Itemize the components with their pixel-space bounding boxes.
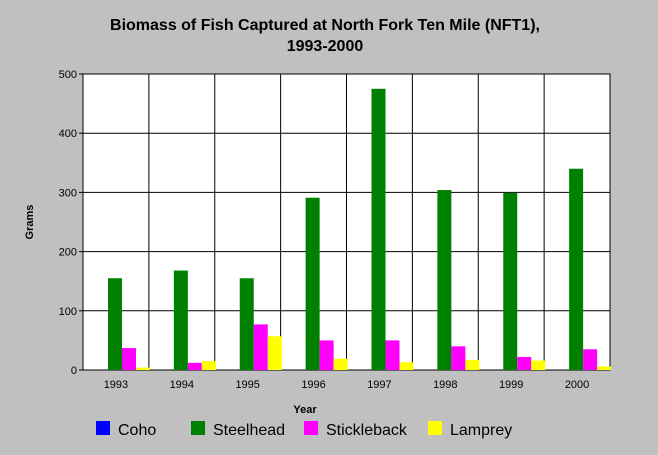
bar-stickleback-1993 xyxy=(122,348,136,370)
y-tick-label: 200 xyxy=(59,247,77,259)
legend: Coho Steelhead Stickleback Lamprey xyxy=(96,421,512,439)
bar-steelhead-1999 xyxy=(503,192,518,370)
bar-stickleback-1997 xyxy=(385,340,400,370)
y-tick-label: 0 xyxy=(71,365,77,377)
bar-lamprey-1994 xyxy=(201,361,216,370)
bar-lamprey-1993 xyxy=(136,367,150,370)
legend-label-lamprey: Lamprey xyxy=(450,422,512,439)
y-axis-label: Grams xyxy=(24,205,36,240)
chart-title: Biomass of Fish Captured at North Fork T… xyxy=(110,17,540,34)
x-tick-label: 1998 xyxy=(433,379,457,391)
x-tick-labels: 1993 1994 1995 1996 1997 1998 1999 2000 xyxy=(104,379,590,391)
bar-steelhead-1993 xyxy=(108,278,122,370)
x-tick-label: 1994 xyxy=(170,379,194,391)
bar-lamprey-1999 xyxy=(531,360,546,370)
y-tick-labels: 0 100 200 300 400 500 xyxy=(59,69,83,377)
bar-lamprey-1996 xyxy=(333,358,348,370)
y-tick-label: 300 xyxy=(59,187,77,199)
bar-stickleback-1995 xyxy=(253,324,268,370)
x-axis-label: Year xyxy=(293,404,317,416)
x-tick-label: 2000 xyxy=(565,379,589,391)
legend-swatch-coho xyxy=(96,421,110,435)
legend-label-coho: Coho xyxy=(118,422,156,439)
x-tick-label: 1999 xyxy=(499,379,523,391)
bar-lamprey-2000 xyxy=(597,366,612,370)
legend-swatch-lamprey xyxy=(428,421,442,435)
bar-steelhead-2000 xyxy=(569,168,584,370)
bar-steelhead-1998 xyxy=(437,190,452,370)
bar-steelhead-1995 xyxy=(239,278,254,370)
legend-swatch-steelhead xyxy=(191,421,205,435)
bar-steelhead-1996 xyxy=(305,197,320,370)
bar-steelhead-1994 xyxy=(173,270,188,370)
bars xyxy=(108,88,612,371)
bar-stickleback-1998 xyxy=(451,346,466,370)
x-tick-label: 1996 xyxy=(301,379,325,391)
bar-lamprey-1997 xyxy=(399,362,414,370)
legend-swatch-stickleback xyxy=(304,421,318,435)
bar-stickleback-1999 xyxy=(517,356,532,370)
legend-label-steelhead: Steelhead xyxy=(213,422,285,439)
y-tick-label: 100 xyxy=(59,306,77,318)
x-tick-label: 1993 xyxy=(104,379,128,391)
x-tick-label: 1995 xyxy=(235,379,259,391)
bar-steelhead-1997 xyxy=(371,88,386,371)
x-tick-label: 1997 xyxy=(367,379,391,391)
bar-stickleback-2000 xyxy=(583,349,598,370)
y-tick-label: 500 xyxy=(59,69,77,81)
bar-lamprey-1995 xyxy=(267,336,282,370)
y-tick-label: 400 xyxy=(59,128,77,140)
bar-stickleback-1996 xyxy=(319,340,334,370)
chart-subtitle: 1993-2000 xyxy=(287,38,364,55)
gridlines xyxy=(83,74,610,370)
bar-lamprey-1998 xyxy=(465,359,480,370)
legend-label-stickleback: Stickleback xyxy=(326,422,408,439)
bar-stickleback-1994 xyxy=(187,362,202,370)
